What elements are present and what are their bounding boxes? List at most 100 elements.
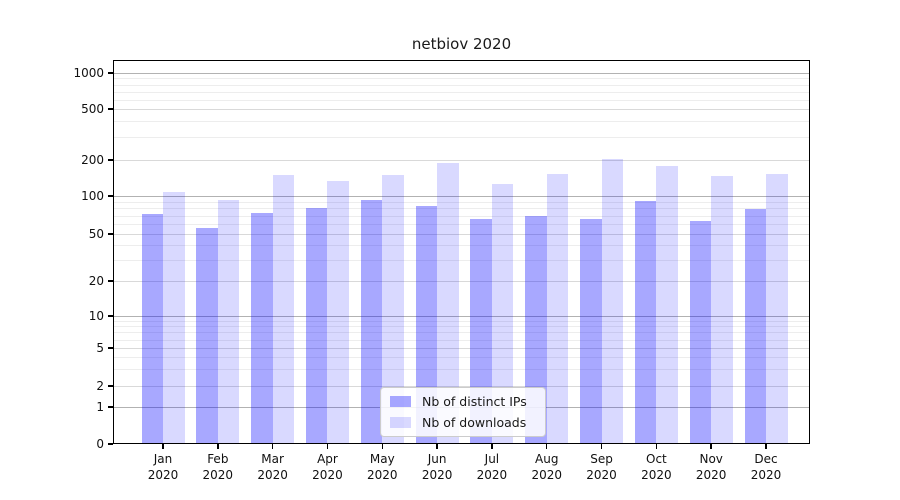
gridline-minor: [113, 245, 810, 247]
gridline-minor: [113, 201, 810, 203]
x-tick-label: Jun 2020: [421, 452, 453, 482]
bar-distinct-ips: [360, 199, 383, 444]
bar-downloads: [437, 162, 459, 444]
bar-downloads: [546, 174, 569, 444]
gridline-minor: [113, 91, 810, 93]
y-tick-mark: [108, 443, 113, 445]
gridline-minor: [113, 99, 810, 101]
legend: Nb of distinct IPs Nb of downloads: [380, 387, 546, 437]
x-tick-label: Mar 2020: [257, 452, 288, 482]
y-tick-mark: [108, 280, 113, 282]
x-tick-label: Jan 2020: [147, 452, 179, 482]
y-tick-mark: [108, 385, 113, 387]
gridline-minor: [113, 320, 810, 322]
y-tick-mark: [108, 233, 113, 235]
gridline-minor: [113, 121, 810, 123]
bar-distinct-ips: [634, 201, 657, 444]
gridline-minor: [113, 137, 810, 139]
y-tick-label: 10: [88, 309, 104, 323]
gridline-labeled: [113, 386, 810, 387]
bar-downloads: [491, 183, 514, 444]
y-tick-label: 500: [81, 102, 104, 116]
gridline-minor: [113, 224, 810, 225]
gridline-major: [113, 196, 810, 197]
legend-item-downloads: Nb of downloads: [390, 413, 536, 433]
y-tick-label: 5: [96, 341, 104, 355]
bar-downloads: [601, 159, 624, 444]
gridline-labeled: [113, 160, 810, 161]
bar-downloads: [327, 180, 349, 444]
bar-downloads: [382, 174, 404, 444]
bar-downloads: [766, 174, 788, 444]
legend-label-downloads: Nb of downloads: [422, 415, 527, 430]
bar-distinct-ips: [744, 208, 767, 444]
x-tick-label: Aug 2020: [531, 452, 562, 482]
gridline-minor: [113, 369, 810, 371]
y-tick-mark: [108, 406, 113, 408]
y-tick-mark: [108, 347, 113, 349]
bar-downloads: [656, 166, 678, 444]
x-tick-mark: [162, 444, 164, 449]
chart-title: netbiov 2020: [411, 35, 512, 53]
gridline-major: [113, 316, 810, 317]
bar-distinct-ips: [251, 212, 273, 444]
gridline-labeled: [113, 234, 810, 235]
x-tick-mark: [655, 444, 658, 449]
plot-area: Nb of distinct IPs Nb of downloads: [113, 60, 810, 444]
y-tick-label: 50: [88, 227, 104, 241]
x-tick-mark: [765, 444, 767, 449]
gridline-minor: [113, 84, 810, 86]
x-tick-mark: [600, 444, 603, 449]
gridline-minor: [113, 326, 810, 328]
y-tick-mark: [108, 195, 113, 197]
gridline-minor: [113, 260, 810, 262]
gridline-labeled: [113, 109, 810, 110]
x-tick-label: Sep 2020: [586, 452, 617, 482]
gridline-minor: [113, 339, 810, 341]
x-tick-mark: [545, 444, 548, 449]
x-tick-mark: [381, 444, 384, 449]
x-tick-label: Dec 2020: [750, 452, 782, 482]
bar-distinct-ips: [689, 221, 712, 444]
y-tick-mark: [108, 315, 113, 317]
x-tick-label: Jul 2020: [476, 452, 508, 482]
x-tick-label: Apr 2020: [312, 452, 343, 482]
y-tick-label: 1000: [73, 66, 104, 80]
legend-swatch-downloads: [390, 417, 411, 428]
x-tick-mark: [217, 444, 219, 449]
gridline-minor: [113, 78, 810, 80]
x-tick-mark: [271, 444, 274, 449]
gridline-minor: [113, 208, 810, 210]
bar-distinct-ips: [525, 215, 547, 444]
x-tick-label: May 2020: [366, 452, 398, 482]
x-tick-mark: [710, 444, 712, 449]
x-tick-mark: [436, 444, 438, 449]
gridline-minor: [113, 215, 810, 217]
bar-downloads: [217, 199, 240, 444]
gridline-labeled: [113, 281, 810, 282]
x-tick-label: Feb 2020: [202, 452, 234, 482]
bar-distinct-ips: [141, 214, 163, 444]
gridline-major: [113, 73, 810, 74]
y-tick-label: 1: [96, 400, 104, 414]
legend-label-distinct-ips: Nb of distinct IPs: [422, 394, 527, 409]
x-tick-mark: [491, 444, 493, 449]
y-tick-label: 0: [96, 437, 104, 451]
bar-distinct-ips: [196, 227, 218, 444]
y-tick-label: 20: [88, 274, 104, 288]
x-tick-label: Nov 2020: [695, 452, 727, 482]
bar-downloads: [711, 176, 733, 444]
y-tick-mark: [108, 159, 113, 161]
gridline-minor: [113, 357, 810, 359]
gridline-labeled: [113, 348, 810, 349]
bar-downloads: [272, 174, 295, 444]
legend-item-distinct-ips: Nb of distinct IPs: [390, 392, 536, 412]
bar-distinct-ips: [580, 218, 602, 444]
bar-distinct-ips: [305, 207, 328, 444]
y-tick-label: 100: [81, 189, 104, 203]
x-tick-label: Oct 2020: [641, 452, 672, 482]
legend-swatch-distinct-ips: [390, 396, 411, 407]
bar-distinct-ips: [415, 206, 438, 444]
y-tick-mark: [108, 72, 113, 74]
